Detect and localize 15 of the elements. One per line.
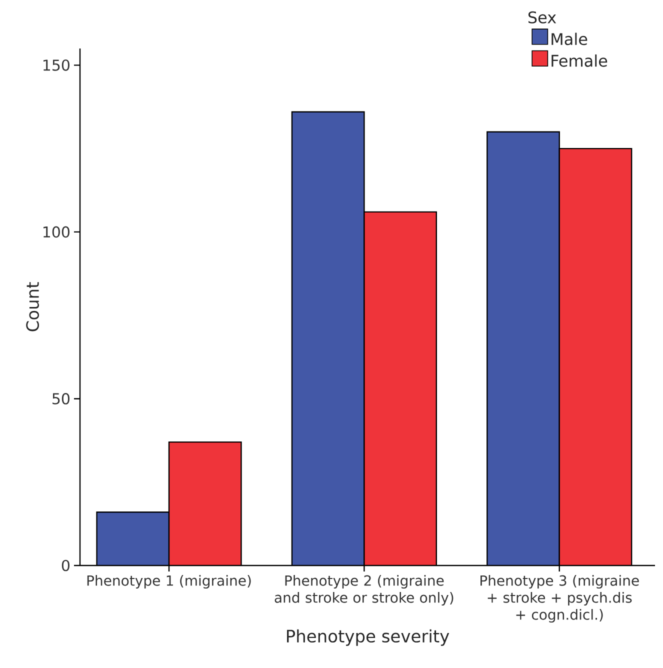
bar bbox=[364, 212, 436, 566]
legend-label: Female bbox=[552, 54, 608, 67]
bar bbox=[558, 148, 632, 566]
y-tick-label: 0 bbox=[62, 560, 70, 572]
bar bbox=[169, 442, 242, 566]
y-axis-title: Count bbox=[26, 282, 39, 332]
x-tick-label: Phenotype 1 (migraine) bbox=[87, 575, 251, 589]
x-axis-title: Phenotype severity bbox=[287, 629, 450, 646]
legend-title: Sex bbox=[528, 11, 556, 24]
y-tick-label: 150 bbox=[43, 59, 70, 71]
x-tick-label: Phenotype 2 (migraine and stroke or stroke only) bbox=[274, 575, 454, 606]
legend-label: Male bbox=[552, 32, 588, 46]
y-tick-label: 100 bbox=[43, 226, 70, 238]
x-tick-label: Phenotype 3 (migraine + stroke + psych.dis + cogn.dicl.) bbox=[480, 575, 639, 623]
y-tick-label: 50 bbox=[52, 393, 70, 404]
